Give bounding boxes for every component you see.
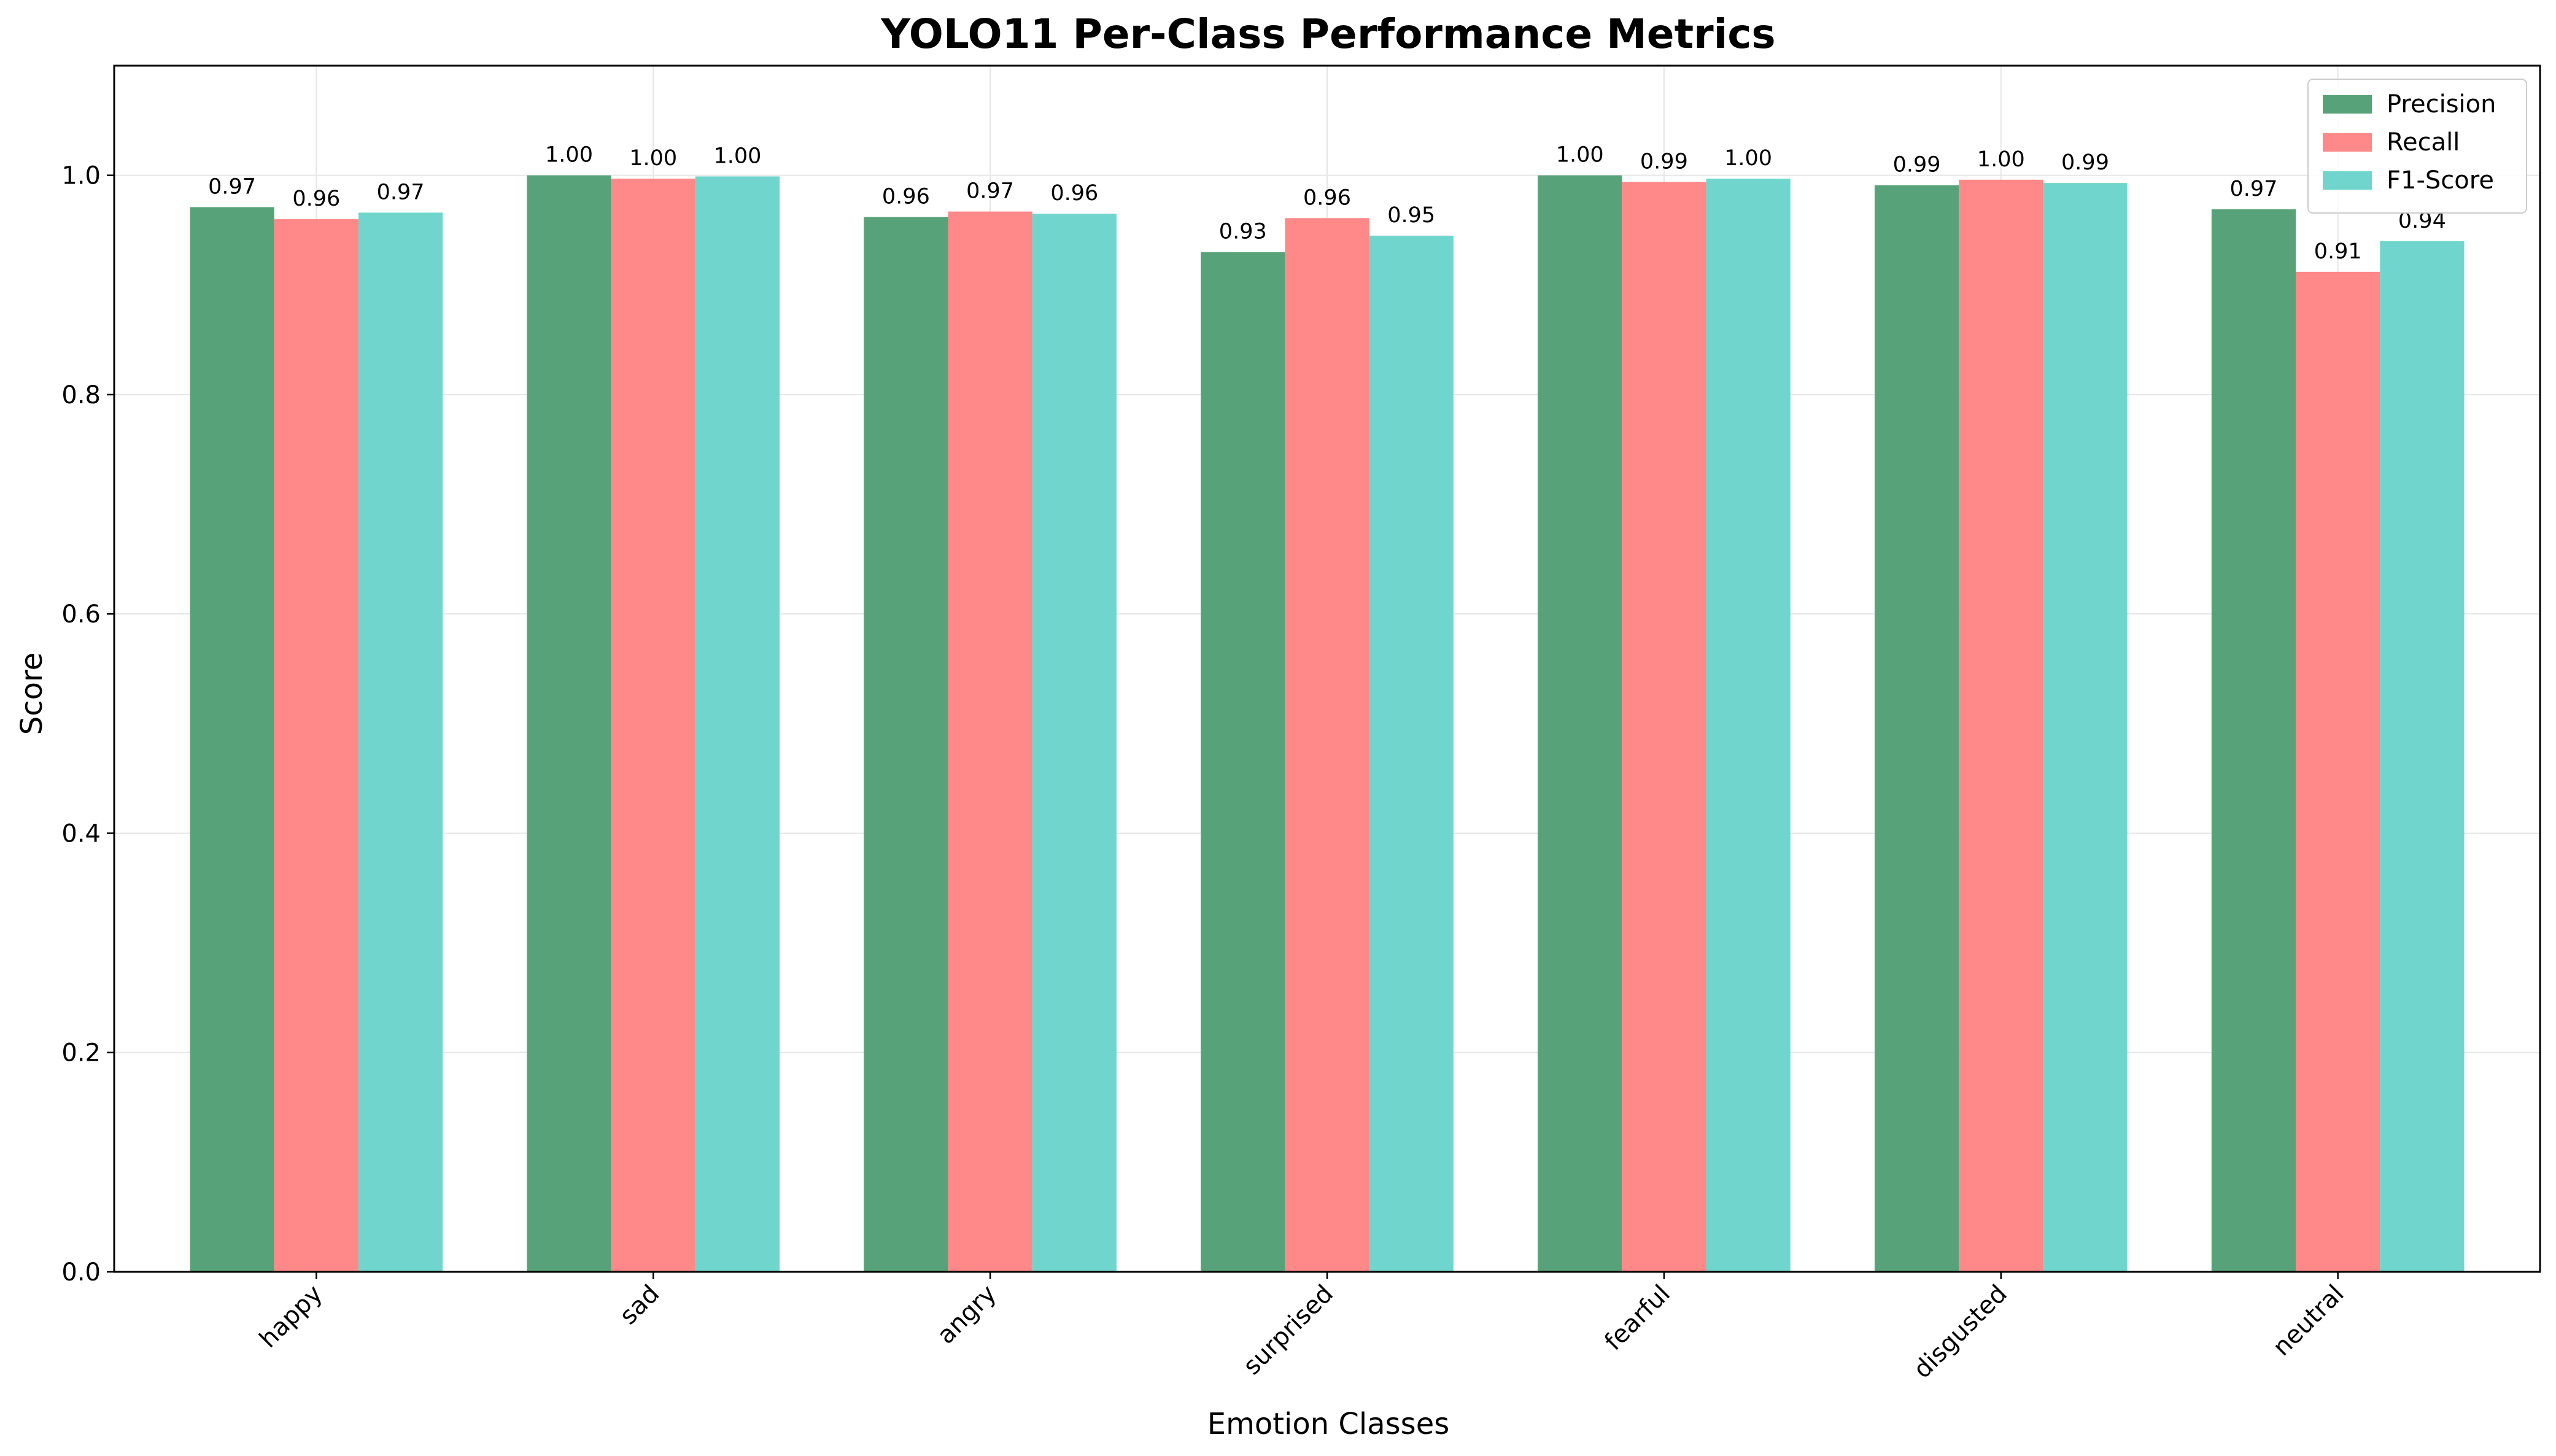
bar-value-label: 1.00 xyxy=(629,146,677,171)
y-tick-label: 0.8 xyxy=(61,381,101,409)
bar-precision-fearful xyxy=(1538,175,1622,1272)
bar-precision-neutral xyxy=(2211,209,2296,1272)
bar-value-label: 0.99 xyxy=(2061,150,2109,175)
bar-precision-disgusted xyxy=(1874,185,1959,1272)
y-tick-label: 1.0 xyxy=(61,162,101,190)
bar-f1-score-sad xyxy=(695,176,780,1272)
bar-value-label: 0.91 xyxy=(2314,239,2362,264)
bar-recall-angry xyxy=(948,211,1032,1272)
bar-recall-fearful xyxy=(1622,182,1706,1272)
bar-value-label: 0.97 xyxy=(966,179,1014,204)
bar-recall-neutral xyxy=(2296,271,2380,1272)
bar-f1-score-surprised xyxy=(1369,235,1454,1272)
bar-value-label: 1.00 xyxy=(1724,146,1772,171)
bar-value-label: 0.95 xyxy=(1387,203,1435,228)
legend-label-precision: Precision xyxy=(2387,90,2496,118)
bars xyxy=(190,175,2465,1272)
bar-f1-score-happy xyxy=(358,212,443,1272)
bar-value-label: 1.00 xyxy=(1556,143,1604,168)
bar-value-label: 0.97 xyxy=(377,180,425,204)
bar-recall-happy xyxy=(274,219,358,1272)
bar-precision-happy xyxy=(190,207,274,1272)
bar-recall-surprised xyxy=(1285,218,1369,1272)
y-axis-label: Score xyxy=(15,652,49,735)
legend-label-recall: Recall xyxy=(2387,128,2460,157)
bar-f1-score-fearful xyxy=(1706,178,1791,1272)
bar-value-label: 0.97 xyxy=(208,174,256,199)
bar-value-label: 0.93 xyxy=(1219,220,1267,244)
bar-precision-surprised xyxy=(1201,252,1285,1272)
y-tick-label: 0.6 xyxy=(61,600,101,629)
bar-precision-angry xyxy=(864,217,948,1272)
chart-title: YOLO11 Per-Class Performance Metrics xyxy=(880,10,1775,58)
bar-value-label: 0.99 xyxy=(1893,153,1941,177)
bar-recall-sad xyxy=(611,178,695,1272)
bar-value-label: 0.97 xyxy=(2229,177,2277,201)
bar-f1-score-angry xyxy=(1032,214,1117,1272)
y-tick-label: 0.2 xyxy=(61,1039,101,1067)
bar-value-label: 1.00 xyxy=(545,143,593,168)
bar-value-label: 0.96 xyxy=(1050,181,1098,206)
bar-precision-sad xyxy=(527,175,611,1272)
bar-value-label: 0.96 xyxy=(292,187,340,211)
bar-f1-score-disgusted xyxy=(2043,183,2128,1272)
legend-label-f1-score: F1-Score xyxy=(2387,166,2494,195)
plot-frame xyxy=(113,64,2541,1273)
y-tick-label: 0.0 xyxy=(61,1258,101,1287)
bar-recall-disgusted xyxy=(1959,179,2043,1272)
bar-value-label: 1.00 xyxy=(713,144,761,168)
y-tick-label: 0.4 xyxy=(61,819,101,848)
legend: Precision Recall F1-Score xyxy=(2307,79,2527,214)
legend-swatch-precision xyxy=(2323,95,2372,114)
bar-value-label: 0.96 xyxy=(882,185,930,209)
bar-value-label: 0.99 xyxy=(1640,149,1688,174)
bar-value-label: 1.00 xyxy=(1977,147,2025,172)
legend-swatch-recall xyxy=(2323,133,2372,152)
bar-value-label: 0.96 xyxy=(1303,185,1351,210)
legend-swatch-f1-score xyxy=(2323,171,2372,190)
x-axis-label: Emotion Classes xyxy=(1207,1407,1449,1441)
bar-f1-score-neutral xyxy=(2380,241,2465,1272)
data-labels: 0.97 1.00 0.96 0.93 1.00 0.99 0.97 0.96 1.00 0.97… xyxy=(208,143,2446,264)
